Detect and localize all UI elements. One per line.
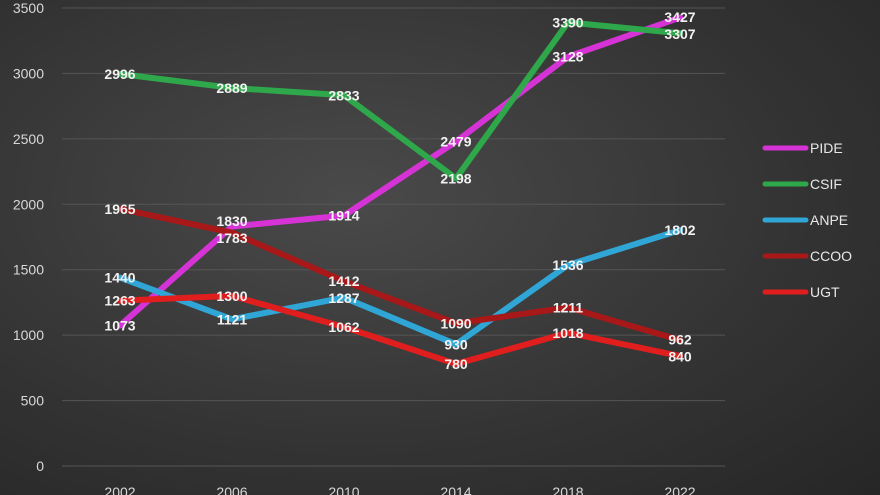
y-tick-label: 2000 bbox=[13, 196, 44, 212]
series-line-ugt bbox=[117, 292, 683, 367]
data-label: 2833 bbox=[328, 87, 359, 103]
legend-label: UGT bbox=[810, 284, 840, 300]
series-line-pide bbox=[117, 14, 683, 329]
x-tick-label: 2002 bbox=[104, 484, 135, 495]
x-tick-label: 2022 bbox=[664, 484, 695, 495]
x-tick-label: 2018 bbox=[552, 484, 583, 495]
data-label: 2996 bbox=[104, 66, 135, 82]
series-line-ccoo bbox=[117, 205, 683, 344]
series-line-anpe bbox=[117, 227, 683, 348]
data-label: 2198 bbox=[440, 170, 471, 186]
legend-label: ANPE bbox=[810, 212, 848, 228]
data-label: 1287 bbox=[328, 290, 359, 306]
data-label: 1073 bbox=[104, 318, 135, 334]
data-label: 930 bbox=[444, 336, 468, 352]
y-tick-label: 3000 bbox=[13, 65, 44, 81]
legend-label: CSIF bbox=[810, 176, 842, 192]
data-label: 1965 bbox=[104, 201, 135, 217]
legend-label: PIDE bbox=[810, 140, 843, 156]
data-label: 1018 bbox=[552, 325, 583, 341]
y-tick-label: 3500 bbox=[13, 0, 44, 16]
x-tick-label: 2014 bbox=[440, 484, 471, 495]
data-label: 1121 bbox=[217, 311, 248, 327]
data-label: 1783 bbox=[216, 230, 247, 246]
y-tick-label: 2500 bbox=[13, 131, 44, 147]
data-label: 1211 bbox=[553, 300, 584, 316]
data-label: 3427 bbox=[664, 9, 695, 25]
y-tick-label: 0 bbox=[36, 458, 44, 474]
data-label: 1090 bbox=[440, 315, 471, 331]
legend-label: CCOO bbox=[810, 248, 852, 264]
data-label: 1830 bbox=[216, 213, 247, 229]
data-label: 1536 bbox=[552, 257, 583, 273]
data-label: 2479 bbox=[440, 134, 471, 150]
series-line-csif bbox=[117, 19, 683, 182]
data-label: 2889 bbox=[216, 80, 247, 96]
data-label: 1062 bbox=[328, 319, 359, 335]
data-label: 1914 bbox=[328, 208, 359, 224]
y-tick-label: 500 bbox=[21, 393, 45, 409]
data-label: 780 bbox=[444, 356, 468, 372]
y-tick-label: 1500 bbox=[13, 262, 44, 278]
data-label: 1300 bbox=[216, 288, 247, 304]
x-tick-label: 2006 bbox=[216, 484, 247, 495]
data-label: 1802 bbox=[664, 222, 695, 238]
data-label: 1263 bbox=[104, 293, 135, 309]
data-label: 3307 bbox=[664, 26, 695, 42]
data-label: 3128 bbox=[552, 49, 583, 65]
x-tick-label: 2010 bbox=[328, 484, 359, 495]
data-label: 3390 bbox=[552, 14, 583, 30]
data-label: 840 bbox=[668, 349, 692, 365]
data-label: 962 bbox=[668, 331, 692, 347]
data-label: 1440 bbox=[104, 270, 135, 286]
y-tick-label: 1000 bbox=[13, 327, 44, 343]
data-label: 1412 bbox=[328, 273, 359, 289]
